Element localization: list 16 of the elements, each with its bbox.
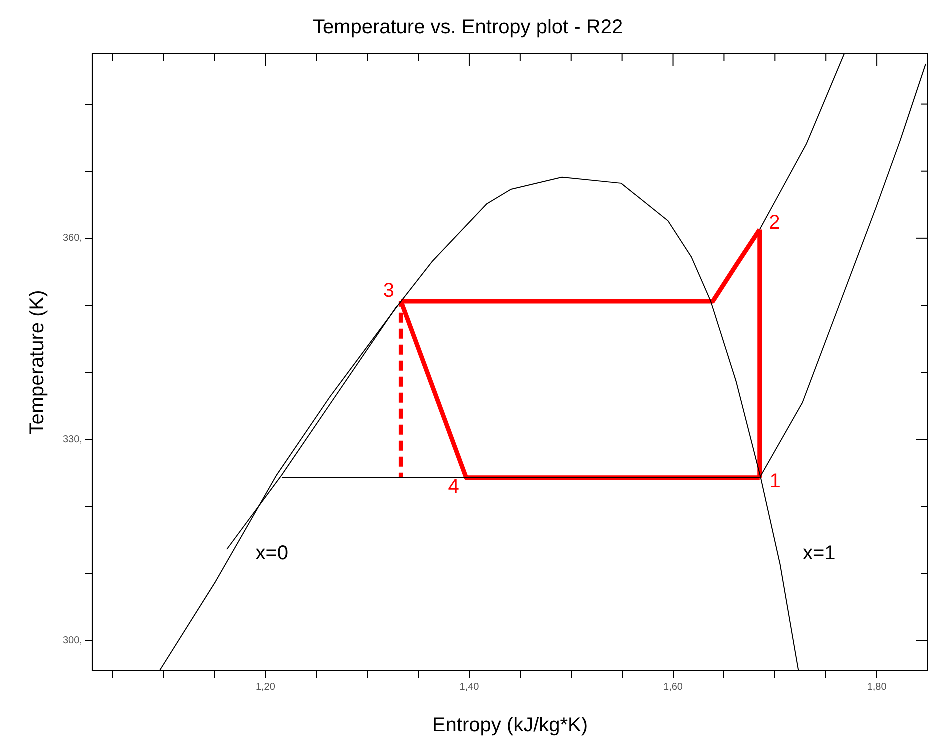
x-tick-label: 1,40 [460, 682, 480, 693]
x-tick-label: 1,20 [256, 682, 276, 693]
annotation: 3 [383, 280, 394, 302]
y-tick-label: 300, [62, 636, 82, 647]
annotation: 2 [769, 212, 780, 234]
annotation: 1 [770, 470, 781, 493]
annotation: x=0 [256, 542, 289, 564]
y-tick-label: 330, [62, 434, 82, 446]
chart-title: Temperature vs. Entropy plot - R22 [312, 16, 624, 39]
y-axis-title: Temperature (K) [26, 290, 49, 435]
annotation: x=1 [802, 542, 836, 564]
x-axis-title: Entropy (kJ/kg*K) [432, 714, 588, 737]
annotation: 4 [448, 476, 460, 498]
y-tick-label: 360, [62, 233, 82, 244]
x-tick-label: 1,80 [867, 682, 888, 693]
x-tick-label: 1,60 [664, 682, 684, 693]
